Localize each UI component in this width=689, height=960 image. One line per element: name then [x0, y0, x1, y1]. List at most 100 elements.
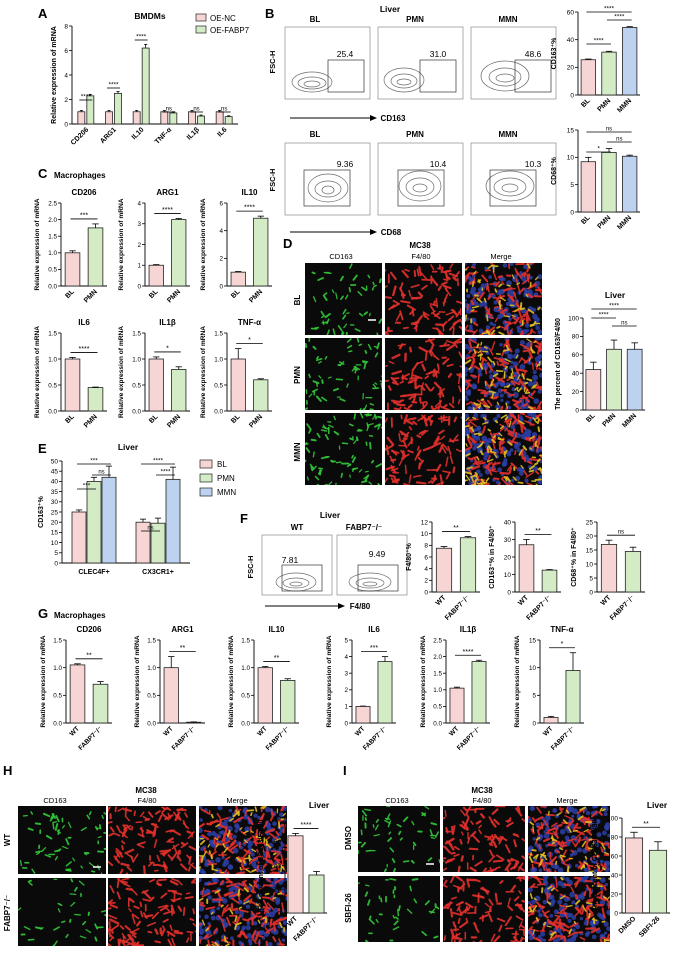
chart-g4-ytick-label-3: 3 [344, 671, 348, 678]
chart-c1-ytick-label-3: 1.5 [48, 234, 57, 241]
chart-e-bar-1-2 [165, 478, 181, 564]
chart-f1-ytick-label-0: 0 [424, 589, 428, 596]
chart-g1-ytick-label-2: 1.0 [53, 665, 62, 672]
chart-g2-title: ARG1 [171, 625, 194, 634]
legend-a: OE-NC OE-FABP7 [195, 13, 250, 35]
chart-c2-ylabel: Relative expression of mRNA [118, 198, 125, 290]
chart-b1-ytick-label-1: 20 [567, 65, 575, 72]
chart-b1-xlabel-0: BL [580, 97, 592, 109]
chart-f3-ylabel: CD68⁺% in F4/80⁺ [570, 527, 578, 587]
chart-c5-title: IL1β [159, 318, 176, 327]
chart-f1-bar-0 [435, 547, 453, 593]
chart-a-xlabel-0: CD206 [70, 126, 90, 146]
chart-f2-ylabel: CD163⁺% in F4/80⁺ [488, 525, 496, 589]
chart-a-bar-2-0 [132, 111, 141, 125]
panel-letter-g: G [38, 606, 48, 621]
micro-d-model: MC38 [409, 241, 431, 250]
chart-g2-bar-0 [163, 667, 179, 724]
flow-f-group-wt: WT [291, 523, 304, 532]
chart-g3-bar-1 [280, 679, 296, 724]
chart-g4-bar-0 [355, 706, 371, 724]
chart-c6-bar-0 [230, 358, 246, 412]
legend-e-label-mmn: MMN [217, 488, 236, 497]
flow-b-row2-group-bl: BL [310, 130, 321, 139]
micro-i-tile-0-0-content [358, 806, 440, 872]
chart-b2-bar-0 [580, 161, 596, 213]
chart-e-ylabel: CD163⁺% [37, 495, 45, 527]
micro-d-tile-1-2-content [465, 338, 542, 410]
chart-c1: 0.0 0.5 1.0 1.5 2.0 2.5 BL PMN CD206 Relative exp… [34, 188, 107, 304]
micro-i-tiles [358, 806, 610, 942]
chart-a: 0 2 4 6 8 CD206 ARG1 IL10 TNF-α IL1β IL6 Relative e… [51, 23, 238, 147]
chart-g5-ylabel: Relative expression of mRNA [420, 635, 427, 727]
chart-c2-xlabel-1: PMN [166, 288, 182, 304]
micro-d-tile-0-0 [305, 263, 382, 335]
chart-h-bar-1 [308, 874, 325, 914]
chart-g1-ylabel: Relative expression of mRNA [40, 635, 47, 727]
micro-h-channel-cd163: CD163 [43, 796, 66, 805]
micro-i-channel-cd163: CD163 [385, 796, 408, 805]
chart-f2-sig-label: ** [535, 528, 541, 535]
chart-e-sig-label-5: ns [147, 526, 153, 532]
micro-i-tile-0-0 [358, 806, 440, 872]
micro-d-tiles [305, 263, 542, 485]
micro-d-tile-0-0-bg [305, 263, 382, 335]
chart-g5-xlabel-1: FABP7⁻/⁻ [456, 725, 483, 752]
micro-h-row-ko: FABP7⁻/⁻ [3, 895, 12, 931]
micro-i-tile-1-0 [358, 876, 440, 942]
micro-d-row-bl: BL [293, 295, 302, 306]
micro-h-tile-1-0 [18, 878, 106, 946]
chart-c3-title: IL10 [241, 188, 258, 197]
micro-h-tile-0-0-bg [18, 806, 106, 874]
chart-g4-ytick-label-0: 0 [344, 720, 348, 727]
flow-plot-b1-bl [284, 26, 371, 100]
chart-f2-bar-1 [541, 569, 558, 593]
micro-h-tile-1-2 [199, 878, 287, 946]
flow-plot-b1-pmn [377, 26, 464, 100]
flow-b-row2-value-pmn: 10.4 [430, 159, 447, 169]
micro-h-tile-0-2-content [199, 806, 287, 874]
chart-h-title: Liver [309, 800, 330, 810]
chart-b2-ytick-label-2: 10 [567, 155, 575, 162]
chart-b1-xlabel-2: MMN [616, 97, 633, 114]
chart-a-bar-0-0 [77, 111, 86, 125]
chart-c1-bar-0 [64, 252, 81, 287]
chart-g3-ylabel: Relative expression of mRNA [228, 635, 235, 727]
chart-c5-xlabel-1: PMN [166, 413, 182, 429]
chart-g6-sig-label: * [561, 641, 564, 648]
chart-c4-bar-0 [64, 358, 81, 412]
chart-e-bar-0-0 [71, 511, 87, 564]
chart-a-ytick-label-0: 0 [64, 121, 68, 128]
chart-h-ylabel: The percent of CD163/F4/80 [258, 819, 265, 911]
flow-b-row2: BL PMN MMN FSC-H 9.36 10.4 10.3 CD68 [268, 130, 557, 237]
chart-g4-xlabel-0: WT [354, 725, 367, 738]
chart-b2-bar-2 [622, 155, 638, 213]
chart-b1-ytick-label-2: 40 [567, 37, 575, 44]
micro-d-row-pmn: PMN [293, 366, 302, 384]
chart-i-ylabel: The percent of CD163/F4/80 [592, 819, 599, 911]
flow-b-row1: BL PMN MMN FSC-H 25.4 31.0 48.6 CD163 [268, 15, 557, 123]
chart-d-ytick-label-0: 0 [575, 407, 579, 414]
legend-e-swatch-pmn [199, 473, 213, 483]
chart-i-sig-label: ** [643, 821, 649, 828]
chart-e-bar-0-2 [101, 476, 117, 564]
chart-c2-bar-1 [171, 219, 187, 287]
flow-b2-populations [307, 170, 535, 203]
micro-d-tile-2-2 [465, 413, 542, 485]
chart-b2-bar-1 [601, 152, 617, 213]
chart-c3-sig-label: **** [244, 205, 255, 212]
chart-c3: 0 2 4 6 BL PMN IL10 Relative expression of mRNA… [200, 188, 272, 304]
chart-i-ytick-label-4: 80 [611, 834, 619, 841]
legend-e-swatch-mmn [199, 487, 213, 497]
micro-h: MC38 CD163 F4/80 Merge WT FABP7⁻/⁻ [3, 786, 287, 946]
micro-h-tile-0-0-content [19, 811, 106, 874]
chart-c6-ylabel: Relative expression of mRNA [200, 326, 207, 418]
micro-h-tile-0-2 [199, 806, 287, 874]
chart-c4-ytick-label-3: 1.5 [48, 330, 57, 337]
flow-b-row1-value-bl: 25.4 [337, 49, 354, 59]
chart-g3-sig-label: ** [274, 655, 280, 662]
flow-b-row1-fsc-label: FSC-H [268, 51, 277, 74]
chart-g5-bar-1 [471, 661, 487, 724]
flow-b-row2-group-pmn: PMN [406, 130, 424, 139]
chart-e-ytick-label-3: 15 [51, 530, 59, 537]
